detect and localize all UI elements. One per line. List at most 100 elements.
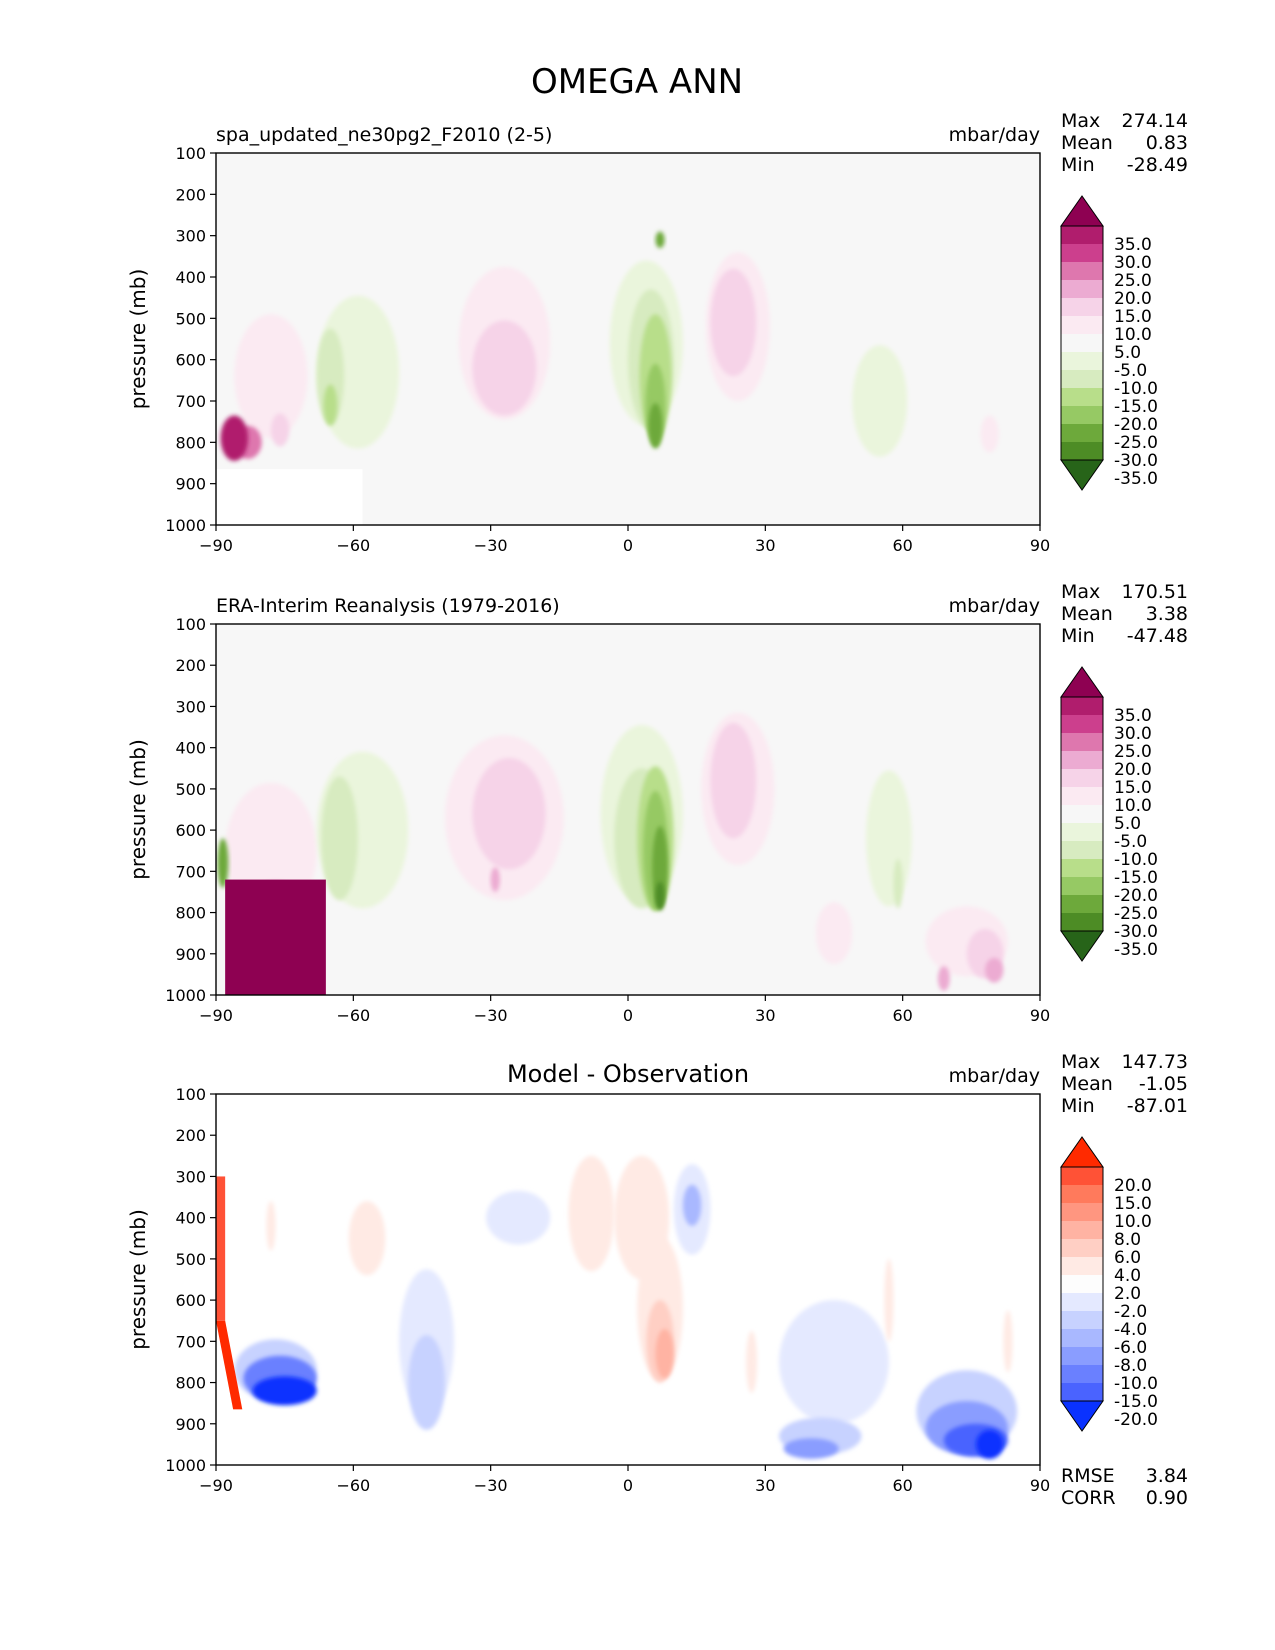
contour-region (980, 415, 999, 453)
colorbar-band (1061, 1293, 1103, 1312)
x-tick-label: 90 (1030, 1476, 1050, 1495)
colorbar-label: 10.0 (1114, 325, 1152, 345)
colorbar-band (1061, 1275, 1103, 1294)
contour-region (348, 1201, 386, 1276)
stat-value: 170.51 (1122, 581, 1188, 603)
y-tick-label: 400 (175, 268, 206, 287)
colorbar-label: 35.0 (1114, 235, 1152, 255)
colorbar-label: 15.0 (1114, 778, 1152, 798)
contour-region (852, 345, 908, 457)
stat-value: -47.48 (1127, 625, 1188, 647)
colorbar-label: 25.0 (1114, 271, 1152, 291)
contour-region (779, 1300, 889, 1424)
colorbar-band (1061, 895, 1103, 914)
contour-region (323, 384, 338, 426)
colorbar-band (1061, 823, 1103, 842)
contour-region (893, 858, 903, 909)
colorbar-label: 25.0 (1114, 742, 1152, 762)
contour-field (216, 231, 999, 525)
contour-region (648, 403, 663, 449)
colorbar-label: -25.0 (1114, 904, 1158, 924)
x-tick-label: 60 (892, 536, 912, 555)
stat-label: Max (1061, 1051, 1100, 1073)
contour-region (408, 1335, 445, 1430)
colorbar-band (1061, 316, 1103, 335)
y-tick-label: 300 (175, 697, 206, 716)
colorbar-band (1061, 388, 1103, 407)
colorbar-label: -5.0 (1114, 832, 1147, 852)
colorbar-label: 5.0 (1114, 343, 1141, 363)
contour-region (217, 838, 229, 888)
x-tick-label: −30 (474, 1006, 508, 1025)
stat-label: Mean (1061, 1073, 1113, 1095)
colorbar-band (1061, 877, 1103, 896)
x-tick-label: −30 (474, 1476, 508, 1495)
colorbar-frame (1060, 225, 1104, 461)
colorbar-band (1061, 769, 1103, 788)
y-tick-label: 800 (175, 1374, 206, 1393)
y-tick-label: 200 (175, 185, 206, 204)
colorbar-label: -15.0 (1114, 868, 1158, 888)
panels: −90 −60 −30 0 30 60 90100200300400500600700800… (126, 110, 1188, 1509)
y-tick-label: 300 (175, 1167, 206, 1186)
colorbar: 35.030.025.020.015.010.05.0-5.0-10.0-15.… (1060, 195, 1158, 491)
x-tick-label: 0 (623, 1006, 633, 1025)
contour-region (937, 966, 950, 991)
y-tick-label: 800 (175, 433, 206, 452)
contour-region (1003, 1310, 1013, 1373)
contour-region (216, 1176, 226, 1321)
contour-field (217, 712, 1008, 995)
y-axis-label: pressure (mb) (126, 739, 150, 880)
y-tick-label: 1000 (165, 986, 206, 1005)
contour-region (490, 867, 500, 892)
units-label: mbar/day (949, 595, 1040, 617)
x-tick-label: 90 (1030, 536, 1050, 555)
units-label: mbar/day (949, 124, 1040, 146)
colorbar-label: 20.0 (1114, 289, 1152, 309)
stat-label: Min (1061, 625, 1095, 647)
colorbar-band (1061, 1185, 1103, 1204)
x-tick-label: 60 (892, 1006, 912, 1025)
stat-value: 0.83 (1146, 132, 1188, 154)
colorbar-band (1061, 334, 1103, 353)
colorbar-band (1061, 859, 1103, 878)
metric-label: CORR (1061, 1487, 1116, 1509)
y-tick-label: 500 (175, 309, 206, 328)
colorbar-label: 10.0 (1114, 796, 1152, 816)
contour-region (655, 231, 665, 249)
contour-region (266, 1201, 276, 1251)
x-tick-label: 30 (755, 1476, 775, 1495)
missing-data-mask (216, 1409, 331, 1465)
colorbar-band (1061, 1257, 1103, 1276)
colorbar-band (1061, 805, 1103, 824)
y-tick-label: 400 (175, 739, 206, 758)
contour-region (234, 314, 308, 439)
contour-region (472, 320, 537, 416)
y-tick-label: 100 (175, 144, 206, 163)
colorbar-label: -25.0 (1114, 433, 1158, 453)
colorbar: 20.015.010.08.06.04.02.0-2.0-4.0-6.0-8.0… (1060, 1136, 1158, 1432)
colorbar-label: 20.0 (1114, 760, 1152, 780)
colorbar: 35.030.025.020.015.010.05.0-5.0-10.0-15.… (1060, 666, 1158, 962)
colorbar-band (1061, 298, 1103, 317)
colorbar-band (1061, 697, 1103, 716)
colorbar-band (1061, 1329, 1103, 1348)
contour-region (710, 722, 757, 839)
x-tick-label: 0 (623, 536, 633, 555)
colorbar-band (1061, 1311, 1103, 1330)
contour-region (316, 328, 345, 424)
colorbar-band (1061, 841, 1103, 860)
contour-region (225, 879, 326, 995)
x-tick-label: −90 (199, 1006, 233, 1025)
colorbar-band (1061, 1203, 1103, 1222)
contour-region (568, 1155, 615, 1272)
colorbar-band (1061, 1167, 1103, 1186)
x-tick-label: 90 (1030, 1006, 1050, 1025)
colorbar-label: 15.0 (1114, 307, 1152, 327)
colorbar-label: 30.0 (1114, 253, 1152, 273)
x-tick-label: −90 (199, 536, 233, 555)
colorbar-label: -20.0 (1114, 415, 1158, 435)
colorbar-band (1061, 226, 1103, 245)
colorbar-label: 4.0 (1114, 1266, 1141, 1286)
x-tick-label: −90 (199, 1476, 233, 1495)
